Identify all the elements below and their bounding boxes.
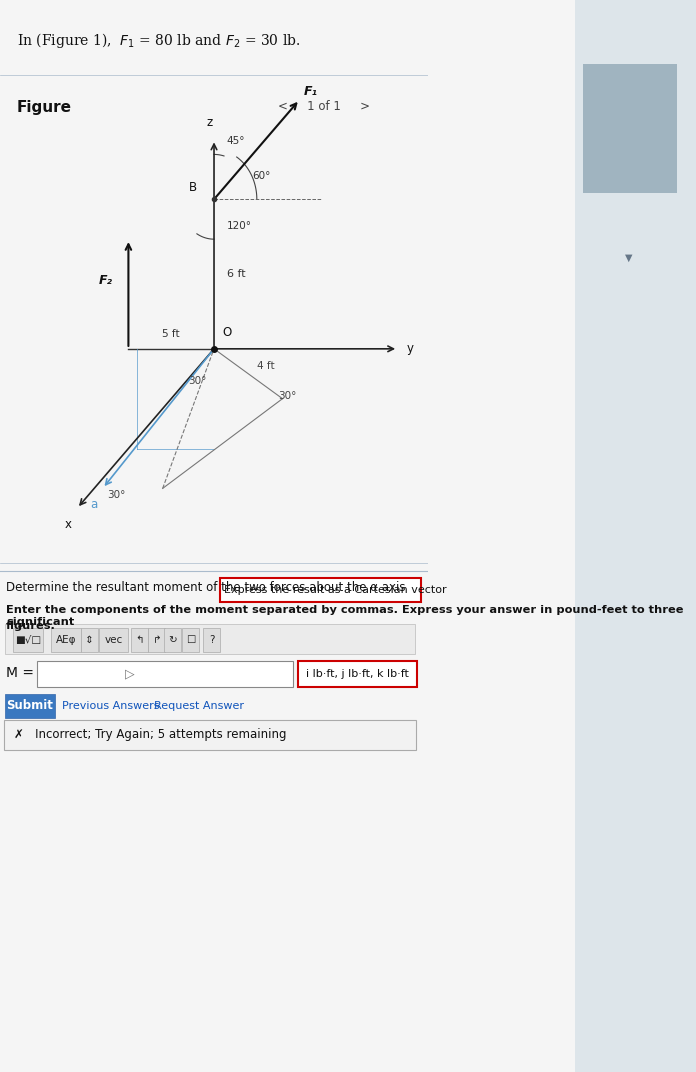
- Text: ▼: ▼: [625, 252, 633, 263]
- FancyBboxPatch shape: [5, 694, 55, 718]
- Text: <   1 of 1   >: < 1 of 1 >: [278, 100, 370, 113]
- Text: ↻: ↻: [168, 635, 177, 645]
- Text: 60°: 60°: [253, 172, 271, 181]
- FancyBboxPatch shape: [132, 628, 148, 652]
- Text: ?: ?: [209, 635, 214, 645]
- FancyBboxPatch shape: [576, 0, 696, 1072]
- Text: ▷: ▷: [125, 668, 134, 681]
- Text: Express the result as a Cartesian vector: Express the result as a Cartesian vector: [224, 585, 447, 595]
- Text: Request Answer: Request Answer: [155, 701, 244, 711]
- FancyBboxPatch shape: [4, 719, 416, 749]
- Text: 4 ft: 4 ft: [257, 361, 274, 371]
- Text: Submit: Submit: [6, 699, 54, 712]
- Text: z: z: [207, 117, 213, 130]
- Text: 6 ft: 6 ft: [227, 269, 246, 279]
- Text: F₁: F₁: [304, 85, 318, 98]
- Text: Figure: Figure: [17, 100, 72, 115]
- Text: i lb·ft, j lb·ft, k lb·ft: i lb·ft, j lb·ft, k lb·ft: [306, 669, 409, 679]
- FancyBboxPatch shape: [13, 628, 43, 652]
- Text: Enter the components of the moment separated by commas. Express your answer in p: Enter the components of the moment separ…: [6, 605, 683, 627]
- FancyBboxPatch shape: [37, 661, 292, 687]
- FancyBboxPatch shape: [203, 628, 220, 652]
- Text: 30°: 30°: [107, 490, 125, 501]
- Text: Previous Answers: Previous Answers: [62, 701, 159, 711]
- FancyBboxPatch shape: [99, 628, 128, 652]
- Text: 30°: 30°: [278, 390, 296, 401]
- FancyBboxPatch shape: [5, 624, 415, 654]
- Text: Determine the resultant moment of the two forces about the α axis: Determine the resultant moment of the tw…: [6, 581, 406, 594]
- FancyBboxPatch shape: [148, 628, 165, 652]
- Text: M⁡ =: M⁡ =: [6, 666, 34, 680]
- FancyBboxPatch shape: [164, 628, 181, 652]
- FancyBboxPatch shape: [81, 628, 97, 652]
- Text: AEφ: AEφ: [56, 635, 76, 645]
- Text: a: a: [90, 498, 98, 511]
- Text: 45°: 45°: [227, 136, 246, 147]
- Text: 120°: 120°: [227, 221, 252, 232]
- FancyBboxPatch shape: [220, 578, 421, 602]
- Text: ✗   Incorrect; Try Again; 5 attempts remaining: ✗ Incorrect; Try Again; 5 attempts remai…: [14, 728, 287, 741]
- Text: In (Figure 1),  $F_1$ = 80 lb and $F_2$ = 30 lb.: In (Figure 1), $F_1$ = 80 lb and $F_2$ =…: [17, 31, 301, 49]
- Text: 5 ft: 5 ft: [162, 329, 180, 339]
- FancyBboxPatch shape: [298, 661, 417, 687]
- Text: y: y: [406, 342, 413, 355]
- FancyBboxPatch shape: [182, 628, 199, 652]
- Text: figures.: figures.: [6, 621, 56, 631]
- Text: ⇕: ⇕: [85, 635, 93, 645]
- Text: ☐: ☐: [186, 635, 196, 645]
- Text: vec: vec: [104, 635, 122, 645]
- Text: ↱: ↱: [152, 635, 161, 645]
- Text: ↰: ↰: [136, 635, 144, 645]
- Text: ■√□: ■√□: [15, 635, 41, 645]
- Text: B: B: [189, 181, 197, 194]
- Text: F₂: F₂: [98, 274, 113, 287]
- FancyBboxPatch shape: [51, 628, 81, 652]
- FancyBboxPatch shape: [583, 64, 677, 193]
- Text: 30°: 30°: [189, 375, 207, 386]
- Text: O: O: [223, 326, 232, 339]
- Text: x: x: [65, 519, 72, 532]
